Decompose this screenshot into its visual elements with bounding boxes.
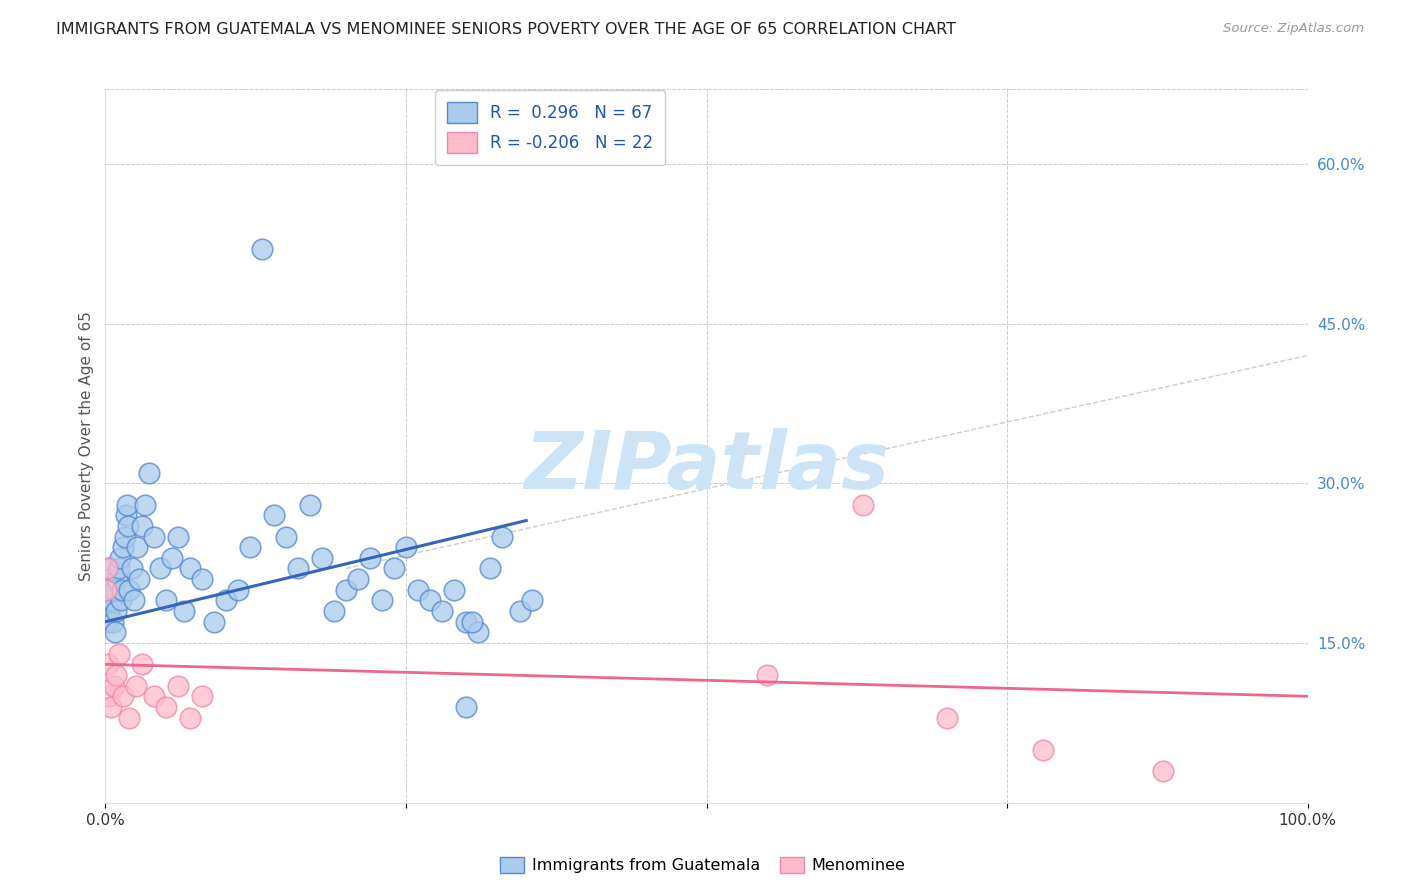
Point [98,604,121,618]
Point [125,540,148,554]
Point [131,519,153,533]
Point [311,550,333,565]
Point [461,615,484,629]
Point [97,582,120,597]
Point [359,550,381,565]
Point [179,710,201,724]
Point [112,540,135,554]
Point [107,572,129,586]
Point [190,690,212,704]
Legend: Immigrants from Guatemala, Menominee: Immigrants from Guatemala, Menominee [494,850,912,880]
Point [335,582,357,597]
Point [274,529,297,543]
Point [160,550,183,565]
Point [114,529,136,543]
Point [117,519,139,533]
Point [406,582,429,597]
Point [103,679,125,693]
Point [115,498,138,512]
Point [226,582,249,597]
Point [454,700,477,714]
Point [936,710,959,724]
Point [104,625,127,640]
Y-axis label: Seniors Poverty Over the Age of 65: Seniors Poverty Over the Age of 65 [79,311,94,581]
Point [755,668,778,682]
Point [134,498,156,512]
Point [250,242,273,256]
Point [173,604,195,618]
Point [298,498,321,512]
Point [105,604,128,618]
Point [100,593,122,607]
Point [190,572,212,586]
Point [97,657,120,672]
Point [509,604,531,618]
Point [1152,764,1174,778]
Point [98,561,121,575]
Point [118,582,141,597]
Point [124,679,146,693]
Point [371,593,394,607]
Point [479,561,502,575]
Point [142,690,165,704]
Point [108,550,131,565]
Point [166,679,188,693]
Point [467,625,489,640]
Point [347,572,370,586]
Point [430,604,453,618]
Point [110,593,132,607]
Point [100,700,122,714]
Legend: R =  0.296   N = 67, R = -0.206   N = 22: R = 0.296 N = 67, R = -0.206 N = 22 [436,90,665,165]
Point [96,604,118,618]
Point [121,561,143,575]
Point [166,529,188,543]
Point [118,710,141,724]
Point [239,540,262,554]
Point [131,657,153,672]
Point [107,647,129,661]
Text: IMMIGRANTS FROM GUATEMALA VS MENOMINEE SENIORS POVERTY OVER THE AGE OF 65 CORREL: IMMIGRANTS FROM GUATEMALA VS MENOMINEE S… [56,22,956,37]
Point [111,582,134,597]
Point [322,604,344,618]
Point [419,593,441,607]
Point [155,593,177,607]
Point [522,593,544,607]
Point [98,572,121,586]
Point [103,582,125,597]
Point [852,498,875,512]
Point [101,615,124,629]
Point [491,529,513,543]
Point [155,700,177,714]
Text: ZIPatlas: ZIPatlas [524,428,889,507]
Point [96,561,118,575]
Point [105,668,128,682]
Point [202,615,225,629]
Point [443,582,465,597]
Point [96,615,118,629]
Point [395,540,418,554]
Point [263,508,285,523]
Point [107,561,129,575]
Point [112,690,135,704]
Point [94,582,117,597]
Point [98,690,121,704]
Point [148,561,170,575]
Point [214,593,236,607]
Point [97,593,120,607]
Point [382,561,405,575]
Point [179,561,201,575]
Text: Source: ZipAtlas.com: Source: ZipAtlas.com [1223,22,1364,36]
Point [138,466,160,480]
Point [115,508,138,523]
Point [454,615,477,629]
Point [142,529,165,543]
Point [287,561,309,575]
Point [1032,742,1054,756]
Point [124,593,146,607]
Point [128,572,150,586]
